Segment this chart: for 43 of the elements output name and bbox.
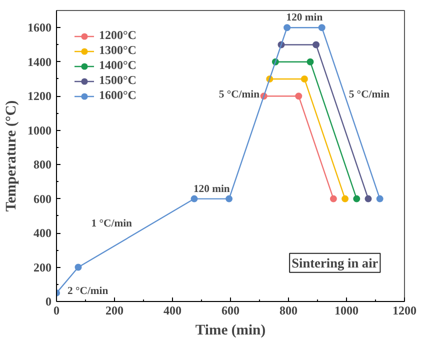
point <box>306 58 314 66</box>
annotation: 120 min <box>286 12 323 24</box>
y-tick-label: 1400 <box>28 54 52 69</box>
x-tick-label: 1200 <box>392 304 416 318</box>
point <box>318 24 326 32</box>
y-tick-label: 1600 <box>28 20 52 35</box>
point <box>190 195 198 202</box>
y-tick-label: 0 <box>46 294 52 308</box>
x-tick-label: 800 <box>280 304 298 318</box>
annotation: Sintering in air <box>292 255 378 270</box>
y-tick-label: 200 <box>34 260 52 274</box>
y-tick-label: 1000 <box>28 123 52 138</box>
point <box>376 195 384 202</box>
annotation: 1 °C/min <box>91 218 132 230</box>
y-tick-label: 800 <box>34 158 52 172</box>
point <box>312 41 320 48</box>
x-tick-label: 400 <box>164 304 182 318</box>
annotation: 5 °C/min <box>348 89 390 100</box>
point <box>330 195 337 202</box>
point <box>342 195 349 202</box>
annotation: 2 °C/min <box>68 286 108 298</box>
annotation: 120 min <box>193 184 230 195</box>
x-tick-label: 200 <box>106 304 124 318</box>
point <box>284 24 291 32</box>
legend-label: 1300°C <box>99 43 136 58</box>
point <box>74 264 82 271</box>
y-tick-label: 600 <box>34 192 52 206</box>
y-axis-title: Temperature (°C) <box>4 100 20 212</box>
point <box>364 195 372 202</box>
x-tick-label: 600 <box>222 304 240 318</box>
point <box>353 195 360 202</box>
point <box>300 75 308 82</box>
legend-label: 1600°C <box>99 88 136 103</box>
legend-label: 1400°C <box>99 58 136 73</box>
legend-label: 1200°C <box>99 28 136 43</box>
y-tick-label: 1200 <box>28 89 52 104</box>
y-tick-label: 400 <box>34 226 52 240</box>
x-axis-title: Time (min) <box>195 322 266 338</box>
point <box>226 195 233 202</box>
legend-label: 1500°C <box>99 73 136 88</box>
annotation: 5 °C/min <box>218 89 260 100</box>
x-tick-label: 1000 <box>334 304 358 318</box>
point <box>295 92 302 100</box>
